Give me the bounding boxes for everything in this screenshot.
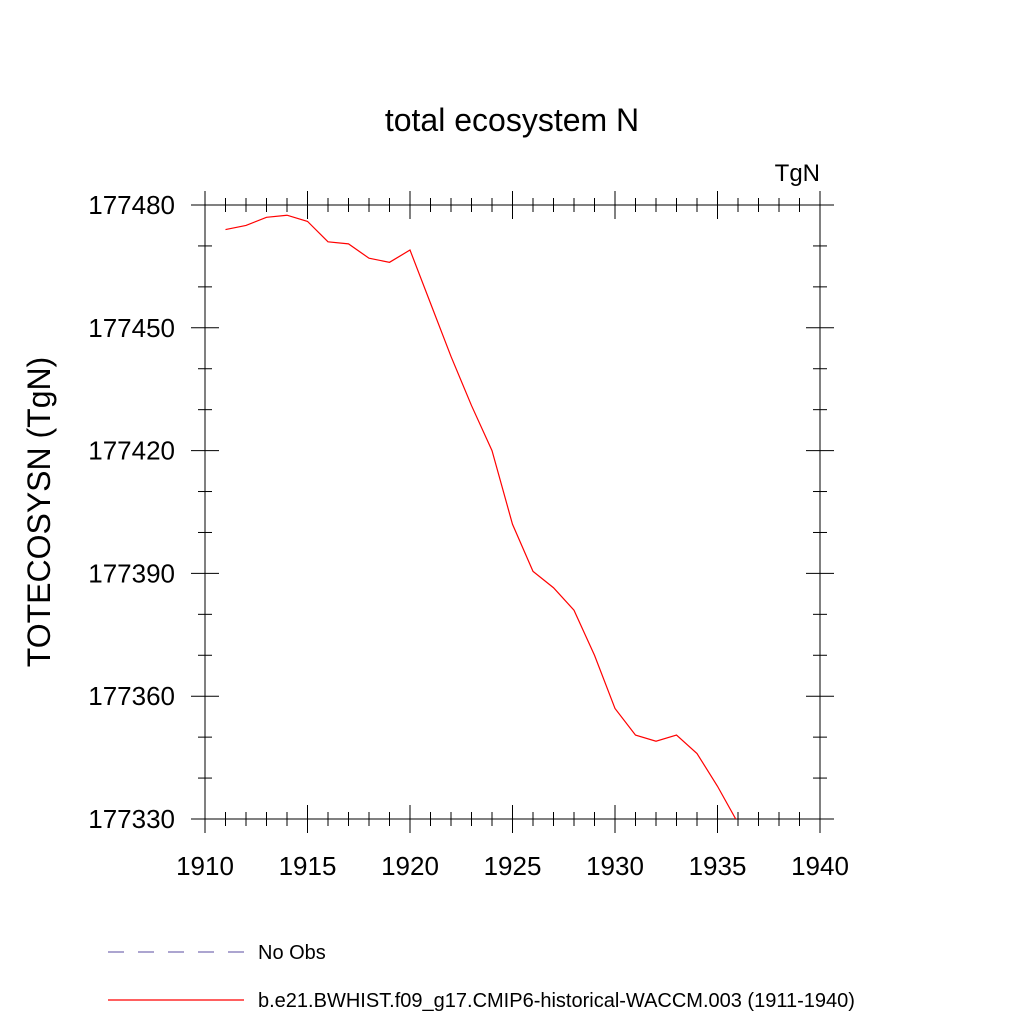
series-line [225, 214, 737, 819]
y-tick-label: 177450 [88, 313, 175, 343]
x-tick-label: 1930 [586, 851, 644, 881]
y-tick-label: 177480 [88, 190, 175, 220]
x-tick-label: 1920 [381, 851, 439, 881]
legend: No Obs b.e21.BWHIST.f09_g17.CMIP6-histori… [108, 942, 855, 1012]
legend-label: b.e21.BWHIST.f09_g17.CMIP6-historical-WA… [258, 990, 855, 1012]
chart-title: total ecosystem N [385, 102, 639, 138]
x-tick-label: 1935 [689, 851, 747, 881]
y-axis-label: TOTECOSYSN (TgN) [21, 357, 57, 668]
y-tick-label: 177390 [88, 558, 175, 588]
series-layer [225, 214, 737, 819]
axis-tick-labels: 1910 1915 1920 1925 1930 1935 1940 177330 177360… [88, 190, 849, 881]
y-tick-label: 177420 [88, 436, 175, 466]
x-tick-label: 1915 [279, 851, 337, 881]
x-tick-label: 1940 [791, 851, 849, 881]
legend-label: No Obs [258, 942, 326, 964]
x-tick-label: 1910 [176, 851, 234, 881]
plot-frame [204, 204, 821, 820]
axis-ticks [191, 191, 834, 833]
y-tick-label: 177330 [88, 804, 175, 834]
y-tick-label: 177360 [88, 681, 175, 711]
units-label: TgN [775, 160, 820, 187]
x-tick-label: 1925 [484, 851, 542, 881]
